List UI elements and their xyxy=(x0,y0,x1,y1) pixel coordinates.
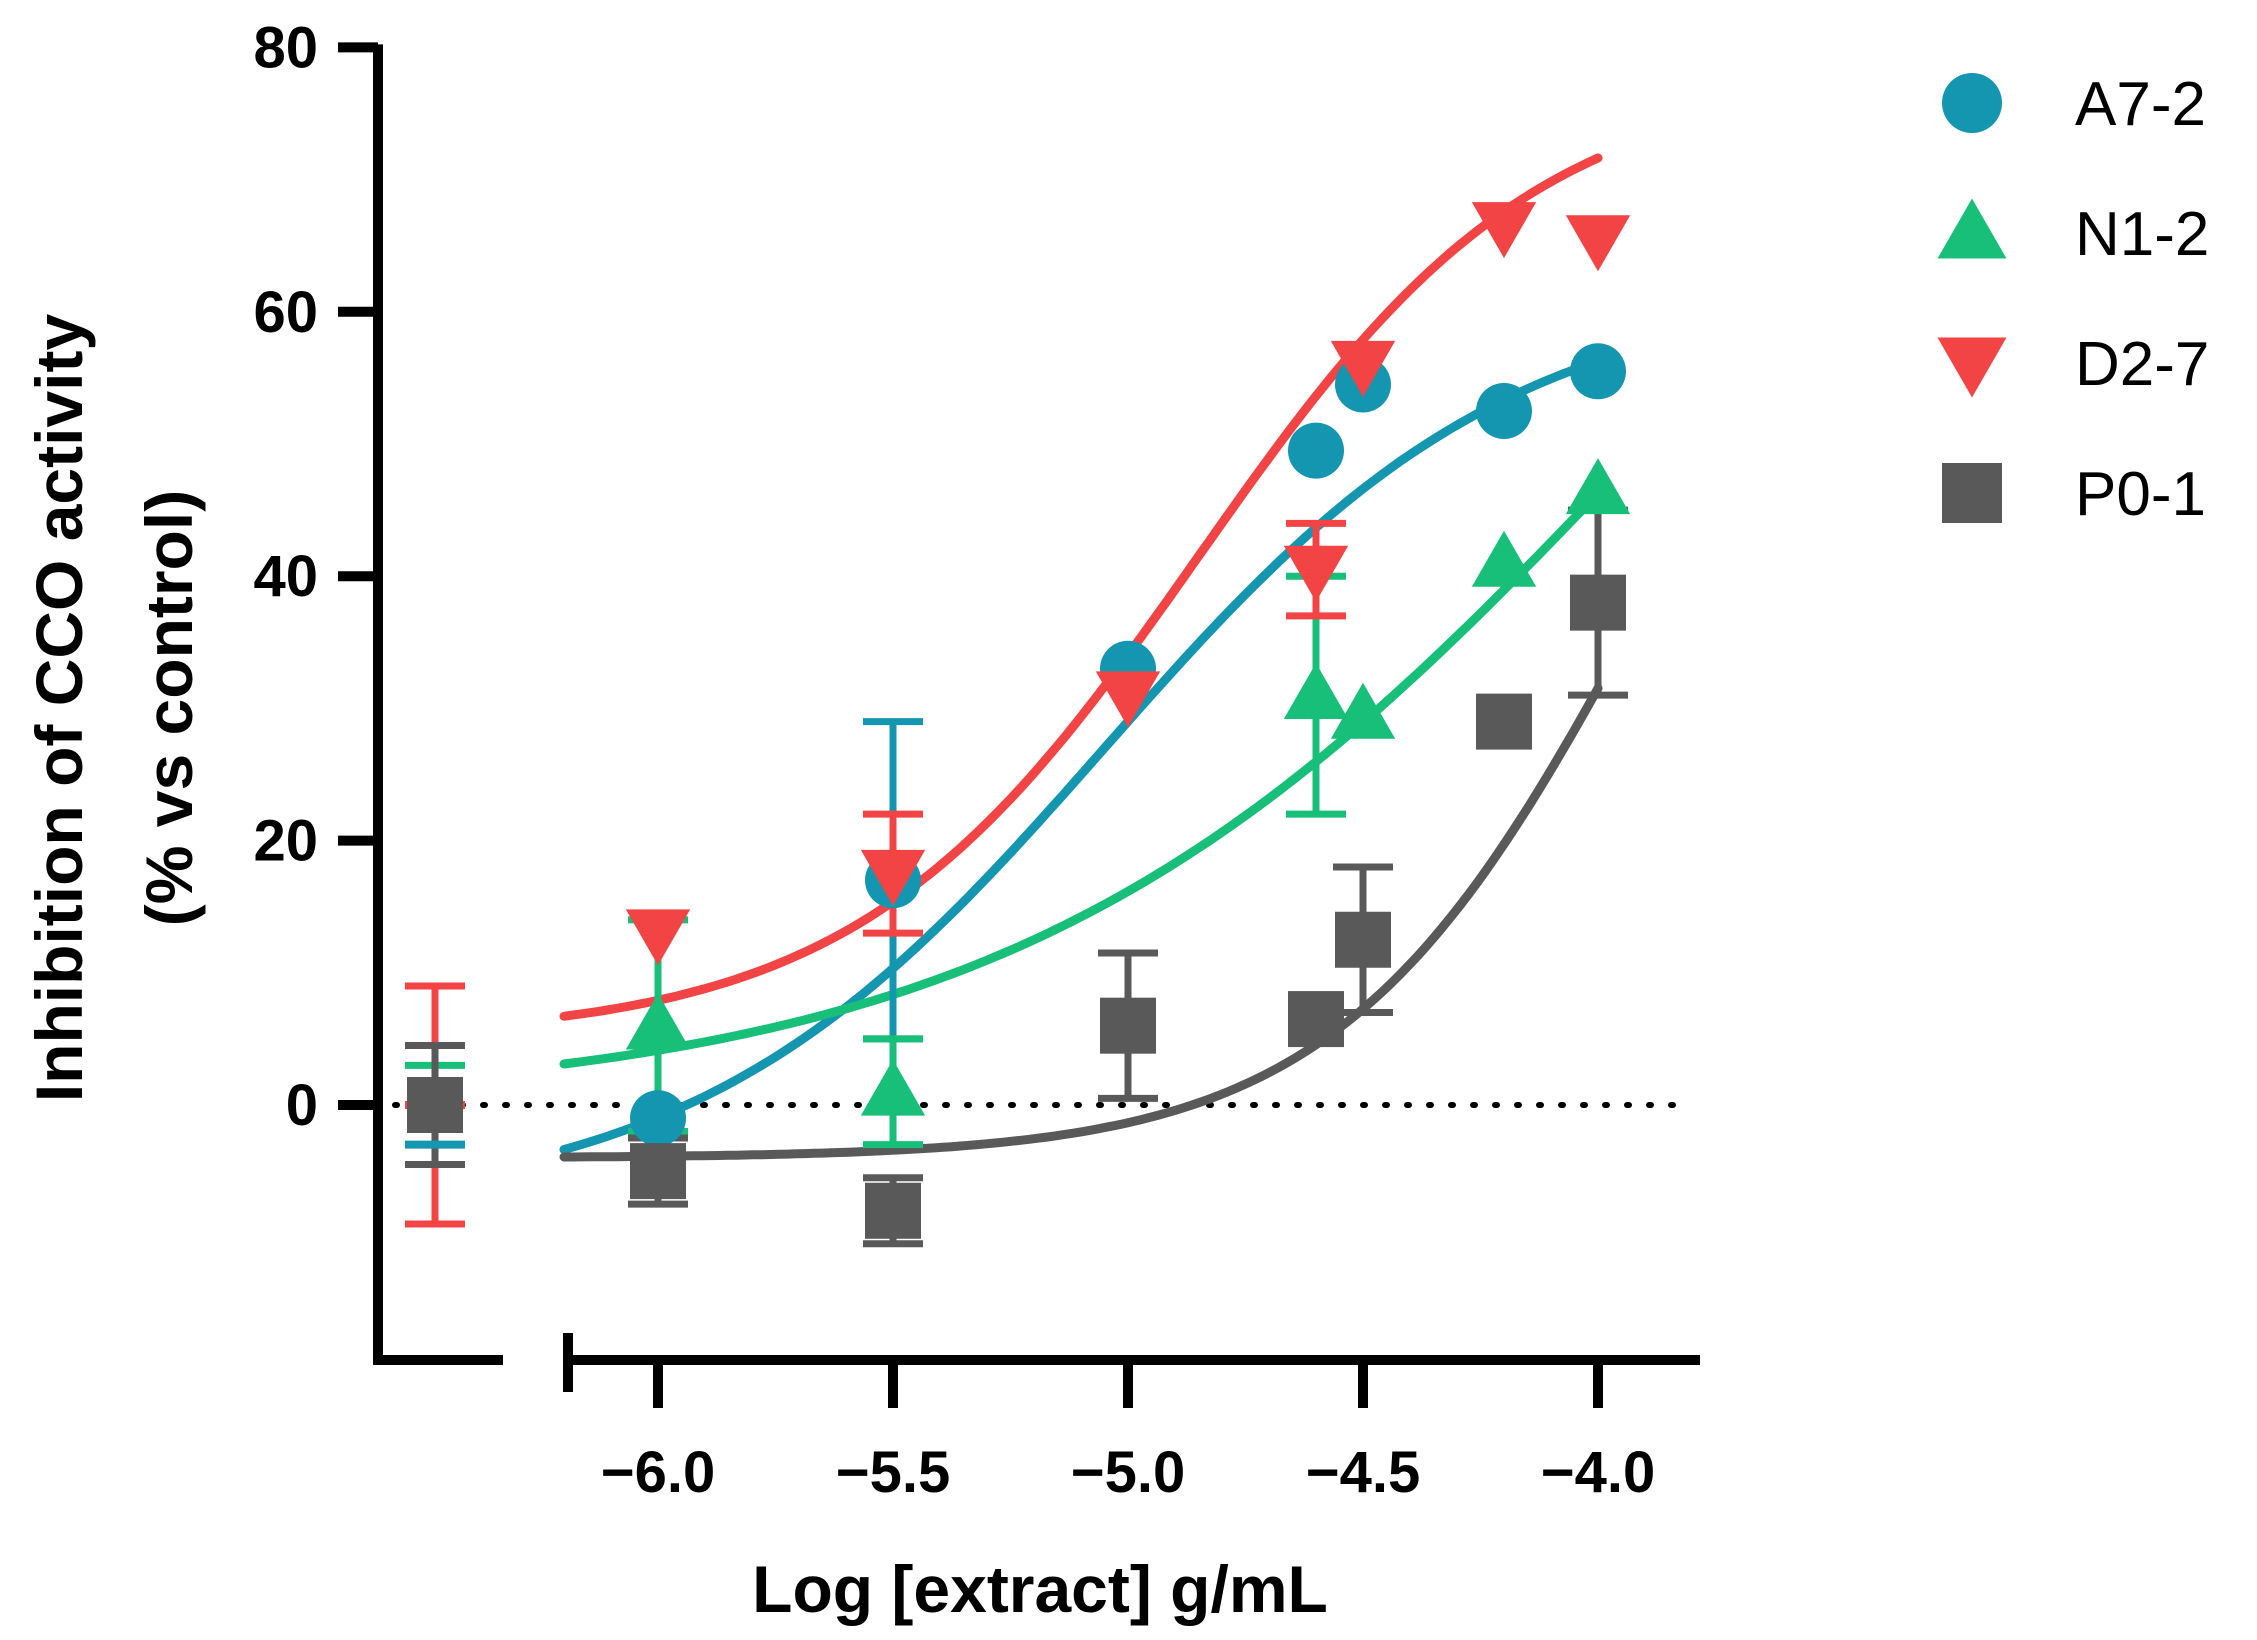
data-point-n1-2 xyxy=(1471,530,1537,587)
data-point-n1-2 xyxy=(1565,458,1631,515)
data-point-p0-1 xyxy=(630,1143,686,1200)
data-point-a7-2 xyxy=(630,1090,686,1147)
axes xyxy=(338,42,1700,1408)
x-axis-label: Log [extract] g/mL xyxy=(752,1552,1328,1626)
data-point-d2-7 xyxy=(1471,202,1537,259)
legend-marker xyxy=(1942,463,2002,523)
y-tick-label: 20 xyxy=(253,809,318,874)
data-point-d2-7 xyxy=(625,909,691,966)
legend-entry-a7-2: A7-2 xyxy=(1942,70,2206,139)
data-point-p0-1 xyxy=(1570,574,1626,631)
data-point-a7-2 xyxy=(1476,382,1532,439)
data-point-p0-1 xyxy=(865,1182,921,1239)
data-point-d2-7 xyxy=(1095,671,1161,728)
data-point-d2-7 xyxy=(1330,340,1396,397)
x-tick-label: −5.5 xyxy=(836,1440,951,1505)
legend: A7-2 N1-2 D2-7 P0-1 xyxy=(1937,70,2209,529)
x-tick-label: −4.5 xyxy=(1306,1440,1421,1505)
legend-label: A7-2 xyxy=(2075,70,2206,139)
fit-curve-a7-2 xyxy=(559,356,1603,1155)
y-tick-label: 0 xyxy=(286,1073,318,1138)
legend-entry-n1-2: N1-2 xyxy=(1937,198,2209,269)
legend-marker xyxy=(1937,198,2007,259)
x-tick-label: −6.0 xyxy=(601,1440,716,1505)
legend-marker xyxy=(1942,73,2002,133)
y-axis-label-line-1: Inhibition of CCO activity xyxy=(22,314,96,1103)
legend-label: P0-1 xyxy=(2075,460,2206,529)
data-point-n1-2 xyxy=(625,993,691,1050)
data-point-d2-7 xyxy=(1565,215,1631,272)
y-tick-label: 40 xyxy=(253,544,318,609)
tick-labels: 0 20 40 60 80 −6.0 −5.5 −5.0 −4.5 −4.0 xyxy=(253,15,1655,1505)
legend-marker xyxy=(1937,337,2007,398)
data-point-p0-1 xyxy=(1100,997,1156,1054)
data-point-n1-2 xyxy=(1330,682,1396,739)
data-point-p0-1 xyxy=(1335,911,1391,968)
legend-label: D2-7 xyxy=(2075,330,2209,399)
fit-curve-d2-7 xyxy=(559,153,1603,1021)
error-bars xyxy=(405,506,1628,1248)
data-point-a7-2 xyxy=(1288,422,1344,479)
fit-curve-p0-1 xyxy=(559,683,1603,1162)
x-tick-label: −4.0 xyxy=(1541,1440,1656,1505)
data-point-n1-2 xyxy=(1283,662,1349,719)
data-point-p0-1 xyxy=(1476,693,1532,750)
legend-label: N1-2 xyxy=(2075,200,2209,269)
legend-entry-d2-7: D2-7 xyxy=(1937,330,2209,399)
data-point-a7-2 xyxy=(1570,343,1626,400)
y-axis-label-line-2: (% vs control) xyxy=(132,490,206,926)
data-point-d2-7 xyxy=(860,849,926,906)
legend-entry-p0-1: P0-1 xyxy=(1942,460,2206,529)
fit-curves xyxy=(559,153,1603,1162)
fit-curve-n1-2 xyxy=(559,488,1603,1069)
y-tick-label: 80 xyxy=(253,15,318,80)
data-point-n1-2 xyxy=(860,1059,926,1116)
x-tick-label: −5.0 xyxy=(1071,1440,1186,1505)
y-tick-label: 60 xyxy=(253,280,318,345)
control-point-p0-1 xyxy=(407,1077,463,1133)
data-point-d2-7 xyxy=(1283,545,1349,602)
data-point-p0-1 xyxy=(1288,991,1344,1048)
data-points xyxy=(405,202,1631,1239)
